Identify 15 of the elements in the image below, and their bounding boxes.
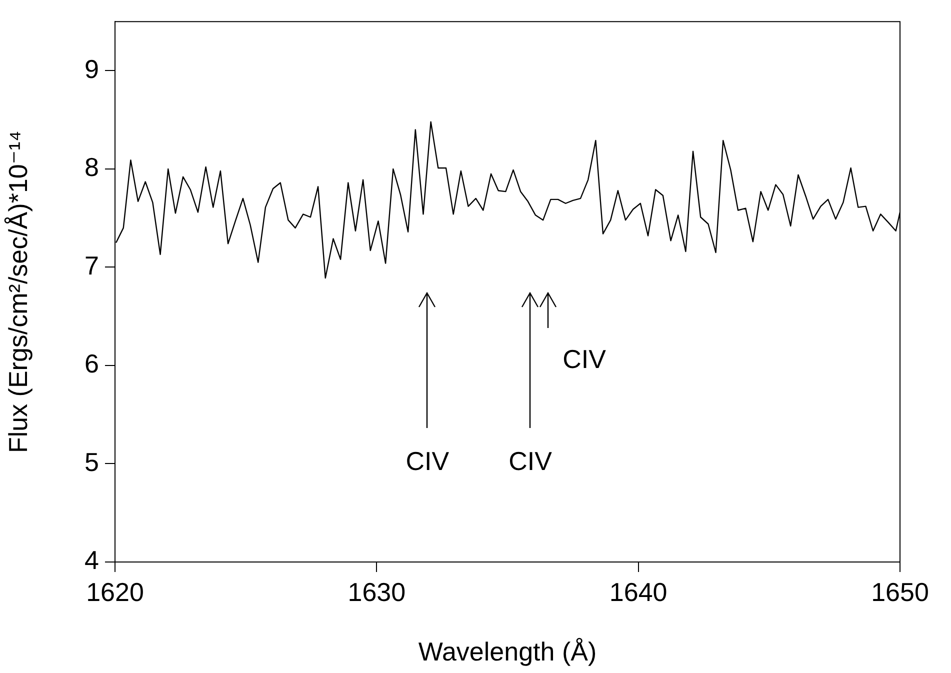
y-tick-label: 6 — [84, 348, 99, 379]
x-tick-label: 1640 — [609, 576, 668, 607]
y-tick-label: 4 — [84, 545, 99, 576]
x-tick-label: 1630 — [348, 576, 406, 607]
y-tick-label: 9 — [84, 54, 99, 84]
y-tick-label: 5 — [84, 446, 99, 477]
x-tick-label: 1650 — [871, 576, 929, 607]
x-tick-label: 1620 — [86, 576, 144, 607]
y-axis-title: Flux (Ergs/cm²/sec/Å)*10⁻¹⁴ — [2, 130, 33, 454]
y-tick-label: 7 — [84, 250, 99, 280]
annotation: CIV — [406, 446, 450, 476]
annotation: CIV — [508, 446, 553, 476]
y-tick-label: 8 — [84, 152, 99, 182]
annotation: CIV — [562, 344, 607, 374]
x-axis-title: Wavelength (Å) — [418, 636, 597, 667]
